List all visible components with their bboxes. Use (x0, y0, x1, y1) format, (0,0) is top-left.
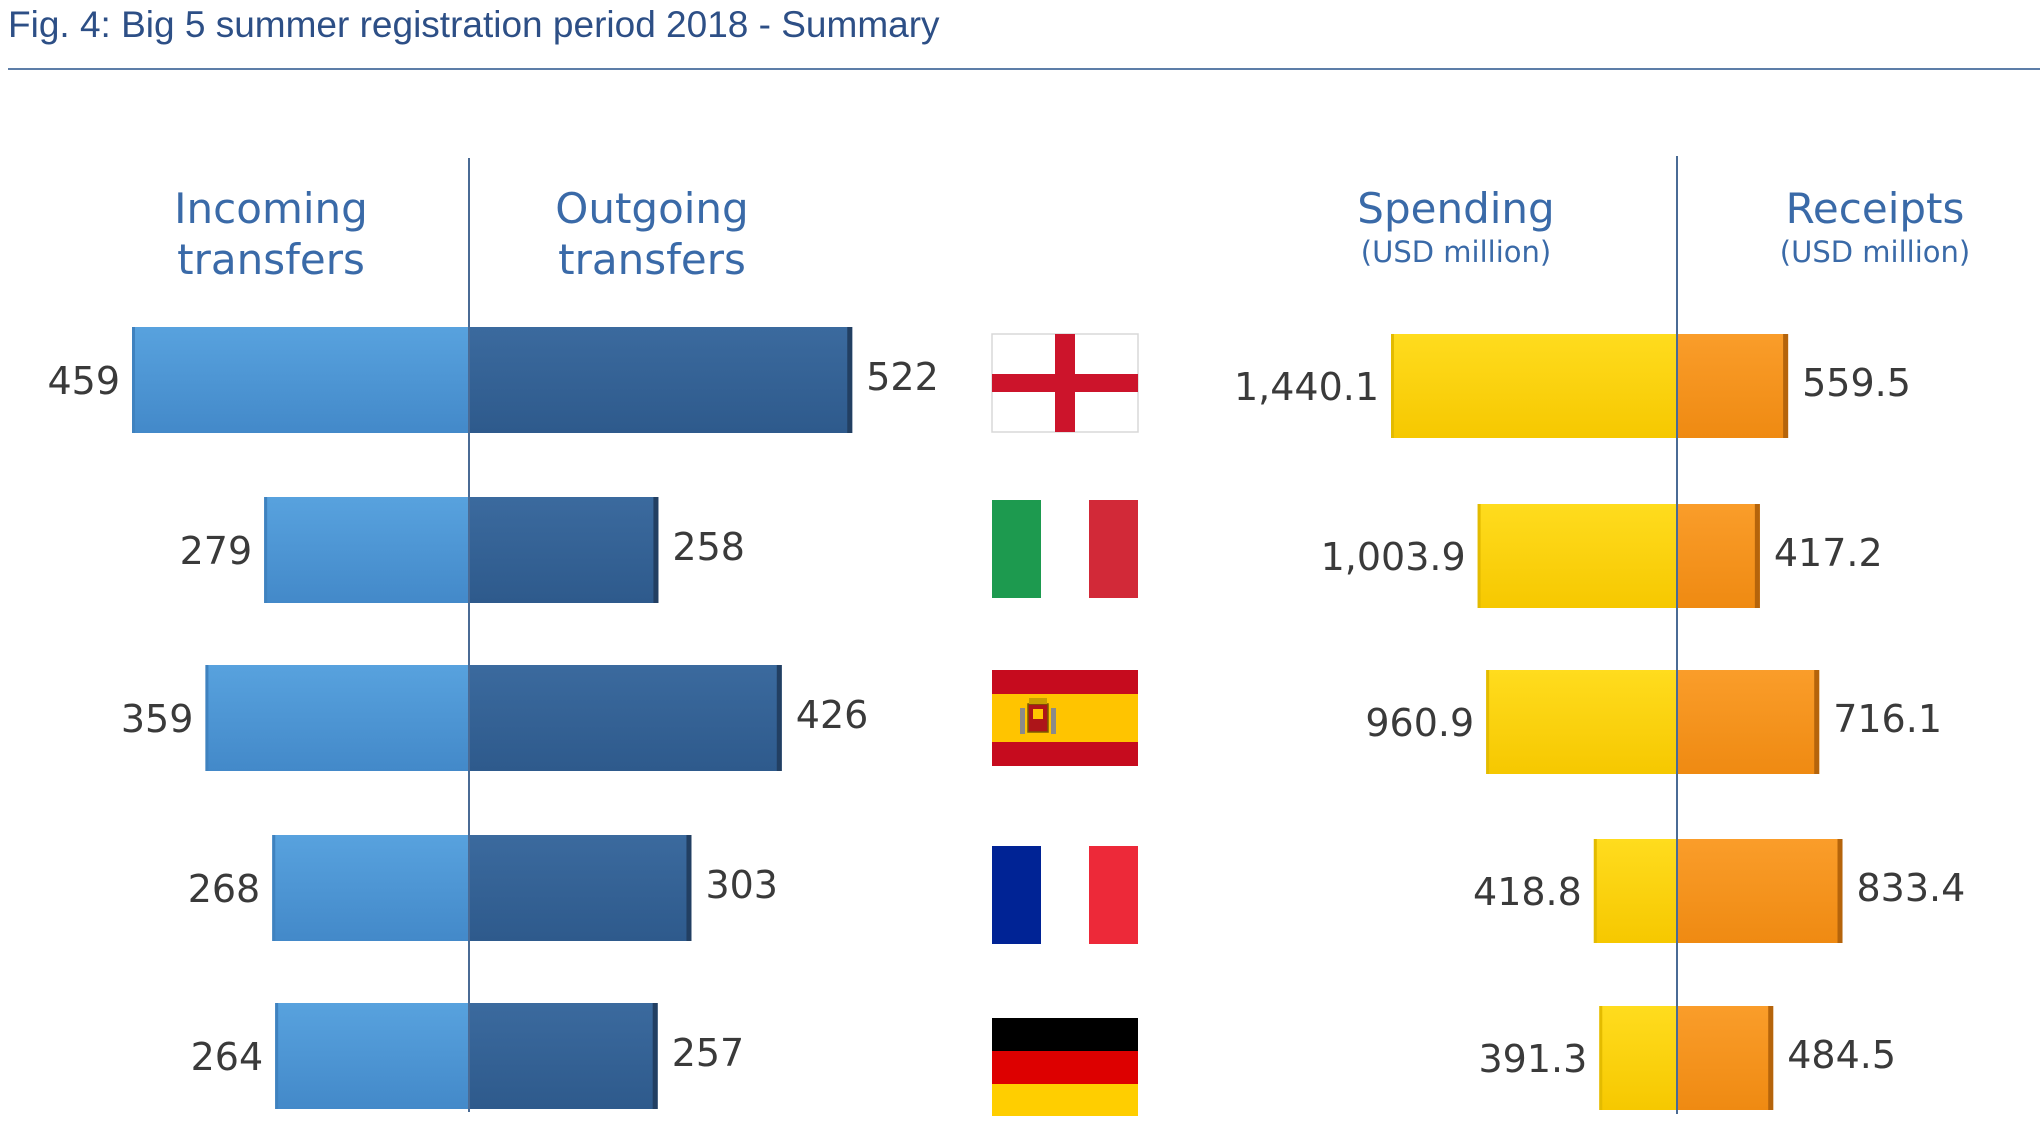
incoming-transfers-label-england: 459 (47, 359, 120, 403)
incoming-transfers-bar-england (132, 327, 469, 433)
receipts-bar-side-italy (1754, 504, 1760, 608)
incoming-transfers-bar-edge-germany (275, 1003, 279, 1109)
receipts-label-germany: 484.5 (1787, 1033, 1896, 1077)
spending-label-england: 1,440.1 (1234, 365, 1379, 409)
outgoing-transfers-label-england: 522 (866, 355, 939, 399)
chart-title: Fig. 4: Big 5 summer registration period… (8, 4, 940, 45)
flag-france-icon (992, 846, 1138, 944)
outgoing-transfers-bar-spain (469, 665, 782, 771)
spending-bar-edge-england (1391, 334, 1394, 438)
spending-bar-germany (1599, 1006, 1677, 1110)
incoming-transfers-bar-edge-italy (264, 497, 268, 603)
incoming-transfers-label-germany: 264 (191, 1035, 264, 1079)
header-outgoing-line1: Outgoing (555, 184, 748, 233)
spending-bar-edge-france (1593, 839, 1597, 943)
spending-label-germany: 391.3 (1478, 1037, 1587, 1081)
outgoing-transfers-bar-side-spain (776, 665, 782, 771)
incoming-transfers-bar-france (272, 835, 469, 941)
outgoing-transfers-bar-side-italy (653, 497, 659, 603)
outgoing-transfers-bar-side-germany (652, 1003, 658, 1109)
receipts-bar-side-germany (1768, 1006, 1774, 1110)
spending-bar-france (1593, 839, 1677, 943)
header-receipts: Receipts (1786, 184, 1965, 233)
header-spending: Spending (1357, 184, 1554, 233)
incoming-transfers-label-spain: 359 (121, 697, 194, 741)
receipts-bar-england (1677, 334, 1789, 438)
incoming-transfers-bar-germany (275, 1003, 469, 1109)
outgoing-transfers-label-germany: 257 (672, 1031, 745, 1075)
header-receipts-unit: (USD million) (1780, 235, 1970, 269)
spending-bar-italy (1477, 504, 1677, 608)
receipts-label-france: 833.4 (1857, 866, 1966, 910)
incoming-transfers-label-france: 268 (188, 867, 261, 911)
receipts-bar-spain (1677, 670, 1820, 774)
flag-spain-icon (992, 670, 1138, 766)
spending-label-italy: 1,003.9 (1321, 535, 1466, 579)
receipts-bar-side-france (1837, 839, 1843, 943)
receipts-bar-side-spain (1814, 670, 1820, 774)
header-spending-unit: (USD million) (1361, 235, 1551, 269)
outgoing-transfers-label-italy: 258 (672, 525, 745, 569)
incoming-transfers-bar-edge-spain (205, 665, 209, 771)
flag-italy-icon (992, 500, 1138, 598)
outgoing-transfers-label-spain: 426 (796, 693, 869, 737)
incoming-transfers-bar-edge-england (132, 327, 135, 433)
flag-germany-icon (992, 1018, 1138, 1116)
outgoing-transfers-bar-france (469, 835, 692, 941)
receipts-bar-germany (1677, 1006, 1774, 1110)
receipts-label-italy: 417.2 (1774, 531, 1883, 575)
receipts-label-england: 559.5 (1802, 361, 1911, 405)
header-incoming-line1: Incoming (174, 184, 368, 233)
receipts-bar-italy (1677, 504, 1760, 608)
outgoing-transfers-bar-side-england (847, 327, 853, 433)
receipts-bar-side-england (1783, 334, 1789, 438)
outgoing-transfers-bar-side-france (686, 835, 692, 941)
spending-bar-edge-italy (1477, 504, 1481, 608)
receipts-bar-france (1677, 839, 1843, 943)
spending-bar-edge-germany (1599, 1006, 1603, 1110)
receipts-label-spain: 716.1 (1833, 697, 1942, 741)
outgoing-transfers-bar-italy (469, 497, 659, 603)
incoming-transfers-bar-spain (205, 665, 470, 771)
incoming-transfers-bar-edge-france (272, 835, 276, 941)
spending-bar-england (1391, 334, 1677, 438)
outgoing-transfers-bar-germany (469, 1003, 658, 1109)
finance-bar-group: 1,440.1 559.5 1,003.9 417.2 960.9 716.1 418.8 8… (1234, 334, 1965, 1110)
spending-label-france: 418.8 (1473, 870, 1582, 914)
flag-england-icon (991, 333, 1139, 433)
outgoing-transfers-bar-england (469, 327, 853, 433)
header-outgoing-line2: transfers (558, 235, 746, 284)
transfers-bar-group: 459 522 279 258 359 426 268 303 264 257 (47, 327, 939, 1109)
outgoing-transfers-label-france: 303 (705, 863, 778, 907)
incoming-transfers-bar-italy (264, 497, 469, 603)
spending-bar-edge-spain (1486, 670, 1490, 774)
spending-bar-spain (1486, 670, 1677, 774)
header-incoming-line2: transfers (177, 235, 365, 284)
incoming-transfers-label-italy: 279 (180, 529, 253, 573)
spending-label-spain: 960.9 (1365, 701, 1474, 745)
